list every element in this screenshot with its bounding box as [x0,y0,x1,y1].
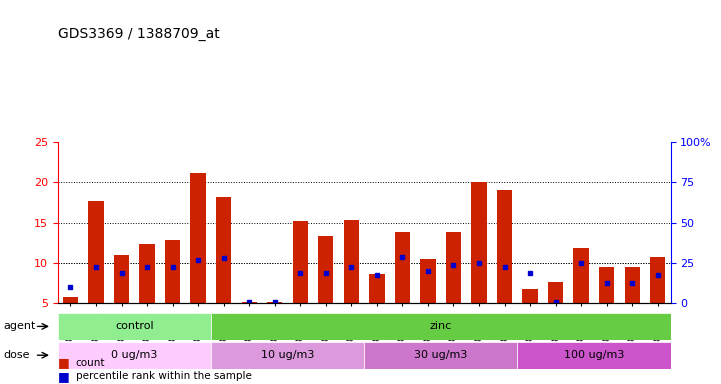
FancyBboxPatch shape [58,342,211,369]
Bar [318,236,333,303]
FancyBboxPatch shape [58,313,211,340]
Bar [472,182,487,303]
Text: percentile rank within the sample: percentile rank within the sample [76,371,252,381]
Bar [165,240,180,303]
FancyBboxPatch shape [211,342,364,369]
Bar [599,267,614,303]
Text: ■: ■ [58,356,69,369]
Text: GDS3369 / 1388709_at: GDS3369 / 1388709_at [58,27,219,41]
Bar [650,257,665,303]
Bar [293,221,308,303]
Bar [395,232,410,303]
Bar [114,255,129,303]
Bar [344,220,359,303]
FancyBboxPatch shape [211,313,671,340]
FancyBboxPatch shape [518,342,671,369]
Bar [369,274,384,303]
Bar [624,267,640,303]
Bar [446,232,461,303]
Text: zinc: zinc [430,321,452,331]
Bar [497,190,512,303]
Bar [523,289,538,303]
Text: 100 ug/m3: 100 ug/m3 [564,350,624,360]
Bar [420,259,435,303]
Text: 0 ug/m3: 0 ug/m3 [111,350,157,360]
FancyBboxPatch shape [364,342,518,369]
Text: dose: dose [4,350,30,360]
Text: ■: ■ [58,370,69,383]
Bar [216,197,231,303]
Bar [139,245,155,303]
Text: control: control [115,321,154,331]
Text: count: count [76,358,105,368]
Text: agent: agent [4,321,36,331]
Bar [548,281,563,303]
Text: 30 ug/m3: 30 ug/m3 [414,350,467,360]
Bar [242,302,257,303]
Bar [267,302,283,303]
Text: 10 ug/m3: 10 ug/m3 [261,350,314,360]
Bar [89,201,104,303]
Bar [63,297,78,303]
Bar [573,248,589,303]
Bar [190,173,205,303]
